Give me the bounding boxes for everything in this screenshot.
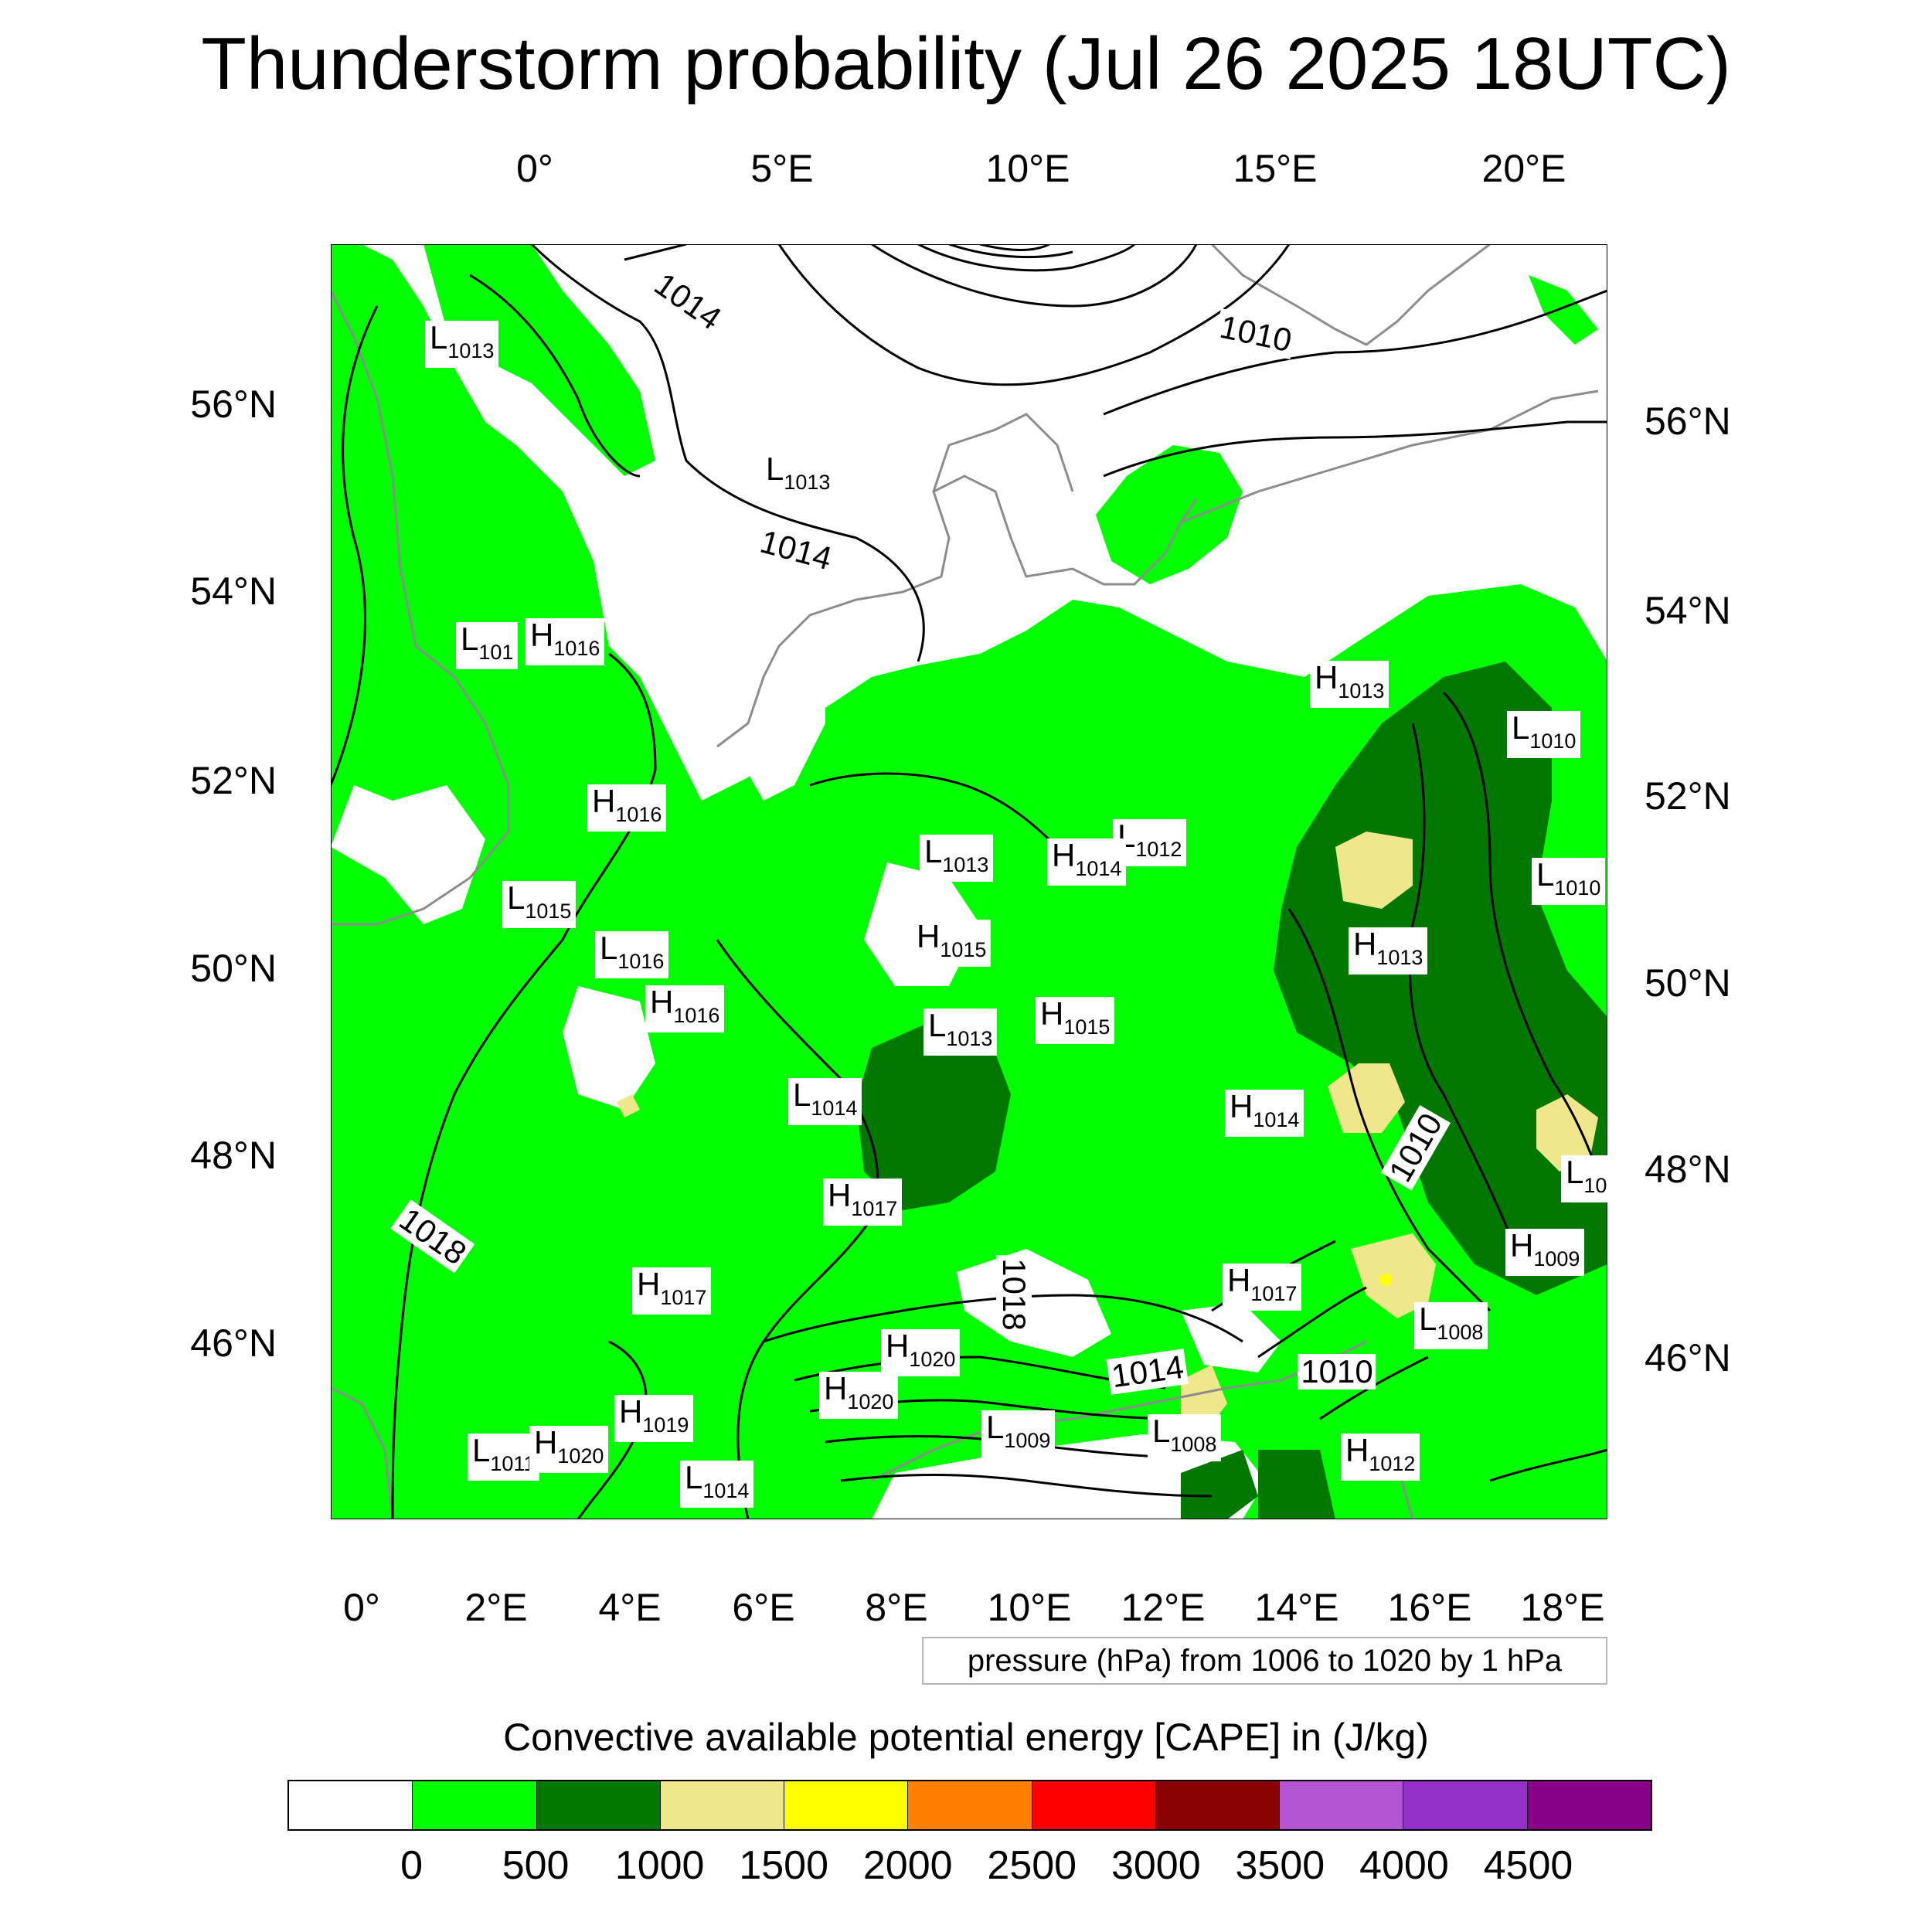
bottom-lon-label: 10°E [987, 1586, 1072, 1629]
colorbar-swatch [1526, 1781, 1651, 1829]
low-pressure-label: L1008 [1148, 1414, 1222, 1461]
high-pressure-label: H1014 [1047, 838, 1127, 886]
low-pressure-label: L1013 [761, 452, 835, 499]
bottom-lon-label: 8°E [865, 1586, 928, 1629]
high-pressure-label: H1016 [645, 985, 725, 1032]
low-pressure-label: L1008 [1414, 1302, 1488, 1349]
coastlines [331, 244, 1599, 1519]
colorbar-tick-label: 1000 [614, 1843, 705, 1888]
right-lat-label: 48°N [1645, 1148, 1731, 1191]
top-lon-label: 15°E [1233, 147, 1318, 190]
colorbar-tick-label: 3500 [1235, 1843, 1325, 1888]
low-pressure-label: L1013 [920, 835, 994, 882]
bottom-lon-label: 16°E [1387, 1586, 1472, 1629]
high-pressure-label: H1014 [1225, 1090, 1304, 1137]
bottom-lon-label: 4°E [598, 1586, 662, 1629]
low-pressure-label: L1014 [788, 1078, 862, 1125]
bottom-lon-label: 0° [343, 1586, 380, 1629]
low-pressure-label: L1013 [425, 321, 499, 368]
left-lat-label: 50°N [190, 947, 277, 990]
isobar-value-label: 1010 [1298, 1354, 1376, 1389]
colorbar-tick-label: 2500 [987, 1843, 1077, 1888]
colorbar-swatch [412, 1781, 536, 1829]
high-pressure-label: H1020 [881, 1329, 961, 1376]
low-pressure-label: L1009 [981, 1410, 1056, 1458]
colorbar-tick-label: 1500 [739, 1843, 829, 1888]
colorbar-title: Convective available potential energy [C… [503, 1716, 1429, 1759]
low-pressure-label: L1014 [680, 1461, 754, 1508]
bottom-lon-label: 14°E [1254, 1586, 1339, 1629]
high-pressure-label: H1016 [526, 618, 605, 665]
high-pressure-label: H1017 [823, 1179, 903, 1226]
isobar-value-label: 1018 [996, 1255, 1032, 1334]
colorbar-tick-label: 0 [400, 1843, 423, 1888]
left-lat-label: 46°N [190, 1321, 277, 1365]
low-pressure-label: L1016 [595, 931, 669, 978]
cape-1500-2000-spot [1379, 1274, 1392, 1286]
map-panel [331, 244, 1607, 1519]
colorbar-swatch [289, 1781, 413, 1829]
high-pressure-label: H1013 [1349, 927, 1428, 975]
top-lon-label: 10°E [985, 147, 1070, 190]
isobars [331, 244, 1607, 1519]
colorbar [287, 1780, 1652, 1831]
colorbar-tick-label: 500 [502, 1843, 570, 1888]
bottom-lon-label: 12°E [1121, 1586, 1206, 1629]
low-pressure-label: L1015 [502, 881, 577, 928]
low-pressure-label: L1010 [1507, 711, 1581, 758]
high-pressure-label: H1017 [1223, 1264, 1302, 1311]
high-pressure-label: H1015 [1036, 997, 1115, 1044]
colorbar-tick-label: 2000 [862, 1843, 953, 1888]
high-pressure-label: H1017 [632, 1267, 712, 1315]
left-lat-label: 52°N [190, 759, 277, 802]
left-lat-label: 48°N [190, 1134, 277, 1177]
low-pressure-label: L1011 [468, 1434, 540, 1481]
colorbar-swatch [536, 1781, 660, 1829]
high-pressure-label: H1019 [614, 1395, 694, 1442]
colorbar-swatch [784, 1781, 908, 1829]
figure-title: Thunderstorm probability (Jul 26 2025 18… [201, 22, 1731, 105]
cape-500-1000-region [856, 662, 1607, 1519]
colorbar-swatch [1403, 1781, 1527, 1829]
colorbar-swatch [1279, 1781, 1403, 1829]
colorbar-tick-label: 3000 [1111, 1843, 1201, 1888]
left-lat-label: 54°N [190, 570, 277, 613]
top-lon-label: 20°E [1481, 147, 1566, 190]
high-pressure-label: H1009 [1505, 1229, 1585, 1276]
cape-1000-1500-region [617, 832, 1598, 1434]
contour-info-box: pressure (hPa) from 1006 to 1020 by 1 hP… [922, 1637, 1607, 1685]
low-pressure-label: L101 [456, 622, 519, 669]
low-pressure-label: L1013 [923, 1009, 998, 1056]
colorbar-tick-label: 4500 [1483, 1843, 1573, 1888]
bottom-lon-label: 18°E [1520, 1586, 1605, 1629]
colorbar-tick-label: 4000 [1359, 1843, 1449, 1888]
low-pressure-label: L10 [1561, 1155, 1612, 1202]
colorbar-swatch [907, 1781, 1032, 1829]
bottom-lon-label: 6°E [732, 1586, 795, 1629]
right-lat-label: 50°N [1645, 961, 1731, 1005]
high-pressure-label: H1012 [1341, 1434, 1420, 1481]
left-lat-label: 56°N [190, 383, 277, 426]
colorbar-swatch [1031, 1781, 1155, 1829]
right-lat-label: 54°N [1645, 589, 1731, 632]
right-lat-label: 46°N [1645, 1336, 1731, 1379]
right-lat-label: 52°N [1645, 774, 1731, 818]
colorbar-swatch [659, 1781, 784, 1829]
low-pressure-label: L1010 [1532, 858, 1606, 905]
high-pressure-label: H1020 [819, 1372, 899, 1419]
cape-0-500-region [331, 244, 1607, 1519]
high-pressure-label: H1013 [1310, 661, 1389, 708]
top-lon-label: 0° [516, 147, 553, 190]
top-lon-label: 5°E [750, 147, 814, 190]
high-pressure-label: H1015 [912, 920, 992, 967]
high-pressure-label: H1016 [587, 784, 667, 832]
right-lat-label: 56°N [1645, 400, 1731, 443]
colorbar-swatch [1155, 1781, 1280, 1829]
high-pressure-label: H1020 [529, 1426, 609, 1473]
bottom-lon-label: 2°E [464, 1586, 528, 1629]
